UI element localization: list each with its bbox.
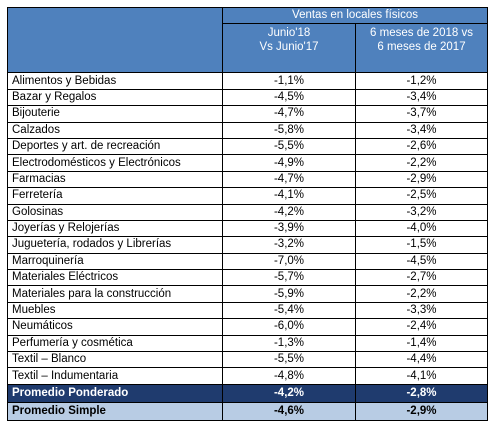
cell-value: -7,0% [222,252,356,271]
data-row: Bijouterie -4,7% -3,7% [7,105,488,123]
cell-value: -3,3% [355,301,488,320]
cell-value: -2,2% [355,154,488,172]
row-label: Textil – Indumentaria [7,367,223,385]
header-row: Ventas en locales físicos [7,6,488,74]
row-label: Bazar y Regalos [7,88,223,107]
data-row: Deportes y art. de recreación -5,5% -2,6% [7,137,488,156]
row-label: Juguetería, rodados y Librerías [7,236,223,254]
row-label: Golosinas [7,203,223,221]
data-row: Perfumería y cosmética -1,3% -1,4% [7,334,488,353]
cell-value: -2,2% [355,285,488,303]
header-line: 6 meses de 2017 [377,41,466,54]
header-row: Junio'18 Vs Junio'17 6 meses de 2018 vs 6 … [8,23,488,74]
data-row: Bazar y Regalos -4,5% -3,4% [7,88,488,107]
row-label: Bijouterie [7,105,223,123]
cell-value: -5,5% [222,351,356,369]
row-label: Electrodomésticos y Electrónicos [7,154,223,172]
header-line: 6 meses de 2018 vs [370,27,473,40]
cell-value: -3,4% [355,88,488,107]
cell-value: -2,8% [355,383,488,403]
summary-row: Promedio Ponderado -4,2% -2,8% [7,383,488,403]
row-label: Alimentos y Bebidas [7,72,223,90]
row-label: Calzados [7,121,223,139]
data-row: Juguetería, rodados y Librerías -3,2% -1,5… [7,236,488,254]
cell-value: -1,4% [355,334,488,353]
data-row: Joyerías y Relojerías -3,9% -4,0% [7,219,488,238]
cell-value: -2,6% [355,137,488,156]
data-row: Alimentos y Bebidas -1,1% -1,2% [7,72,488,90]
header-col: Junio'18 Vs Junio'17 [222,23,356,74]
data-row: Ferretería -4,1% -2,5% [7,187,488,205]
cell-value: -1,1% [222,72,356,90]
cell-value: -5,7% [222,269,356,287]
header-col: 6 meses de 2018 vs 6 meses de 2017 [355,23,488,74]
row-label: Marroquinería [7,252,223,271]
cell-value: -4,9% [222,154,356,172]
cell-value: -2,9% [355,170,488,189]
data-row: Textil – Indumentaria -4,8% -4,1% [7,367,488,385]
row-label: Promedio Simple [7,401,223,421]
cell-value: -4,1% [355,367,488,385]
data-row: Textil – Blanco -5,5% -4,4% [7,351,488,369]
data-row: Materiales para la construcción -5,9% -2,2… [7,285,488,303]
cell-value: -2,7% [355,269,488,287]
summary-row: Promedio Simple -4,6% -2,9% [7,401,488,421]
sales-table: Ventas en locales físicos Junio'18 Vs Jun… [7,6,488,421]
cell-value: -2,5% [355,187,488,205]
row-label: Neumáticos [7,318,223,336]
cell-value: -4,0% [355,219,488,238]
row-label: Textil – Blanco [7,351,223,369]
header-empty [7,6,223,74]
data-row: Neumáticos -6,0% -2,4% [7,318,488,336]
cell-value: -3,2% [355,203,488,221]
header-title: Ventas en locales físicos [222,6,488,25]
data-row: Golosinas -4,2% -3,2% [7,203,488,221]
cell-value: -4,4% [355,351,488,369]
row-label: Muebles [7,301,223,320]
cell-value: -3,4% [355,121,488,139]
cell-value: -1,2% [355,72,488,90]
data-row: Marroquinería -7,0% -4,5% [7,252,488,271]
row-label: Deportes y art. de recreación [7,137,223,156]
cell-value: -2,9% [355,401,488,421]
cell-value: -1,3% [222,334,356,353]
header-line: Junio'18 [267,27,311,40]
row-label: Perfumería y cosmética [7,334,223,353]
data-row: Farmacias -4,7% -2,9% [7,170,488,189]
cell-value: -5,4% [222,301,356,320]
cell-value: -5,5% [222,137,356,156]
data-row: Electrodomésticos y Electrónicos -4,9% -2,… [7,154,488,172]
cell-value: -5,9% [222,285,356,303]
cell-value: -4,1% [222,187,356,205]
row-label: Materiales Eléctricos [7,269,223,287]
row-label: Materiales para la construcción [7,285,223,303]
row-label: Ferretería [7,187,223,205]
row-label: Farmacias [7,170,223,189]
data-row: Calzados -5,8% -3,4% [7,121,488,139]
cell-value: -4,7% [222,105,356,123]
cell-value: -4,5% [355,252,488,271]
cell-value: -5,8% [222,121,356,139]
cell-value: -6,0% [222,318,356,336]
row-label: Joyerías y Relojerías [7,219,223,238]
cell-value: -4,7% [222,170,356,189]
cell-value: -4,2% [222,383,356,403]
cell-value: -4,2% [222,203,356,221]
data-row: Muebles -5,4% -3,3% [7,301,488,320]
cell-value: -4,8% [222,367,356,385]
cell-value: -2,4% [355,318,488,336]
cell-value: -4,6% [222,401,356,421]
row-label: Promedio Ponderado [7,383,223,403]
cell-value: -3,9% [222,219,356,238]
header-line: Vs Junio'17 [259,41,319,54]
cell-value: -4,5% [222,88,356,107]
cell-value: -3,2% [222,236,356,254]
cell-value: -3,7% [355,105,488,123]
table-body: Ventas en locales físicos Junio'18 Vs Jun… [7,6,488,421]
cell-value: -1,5% [355,236,488,254]
data-row: Materiales Eléctricos -5,7% -2,7% [7,269,488,287]
